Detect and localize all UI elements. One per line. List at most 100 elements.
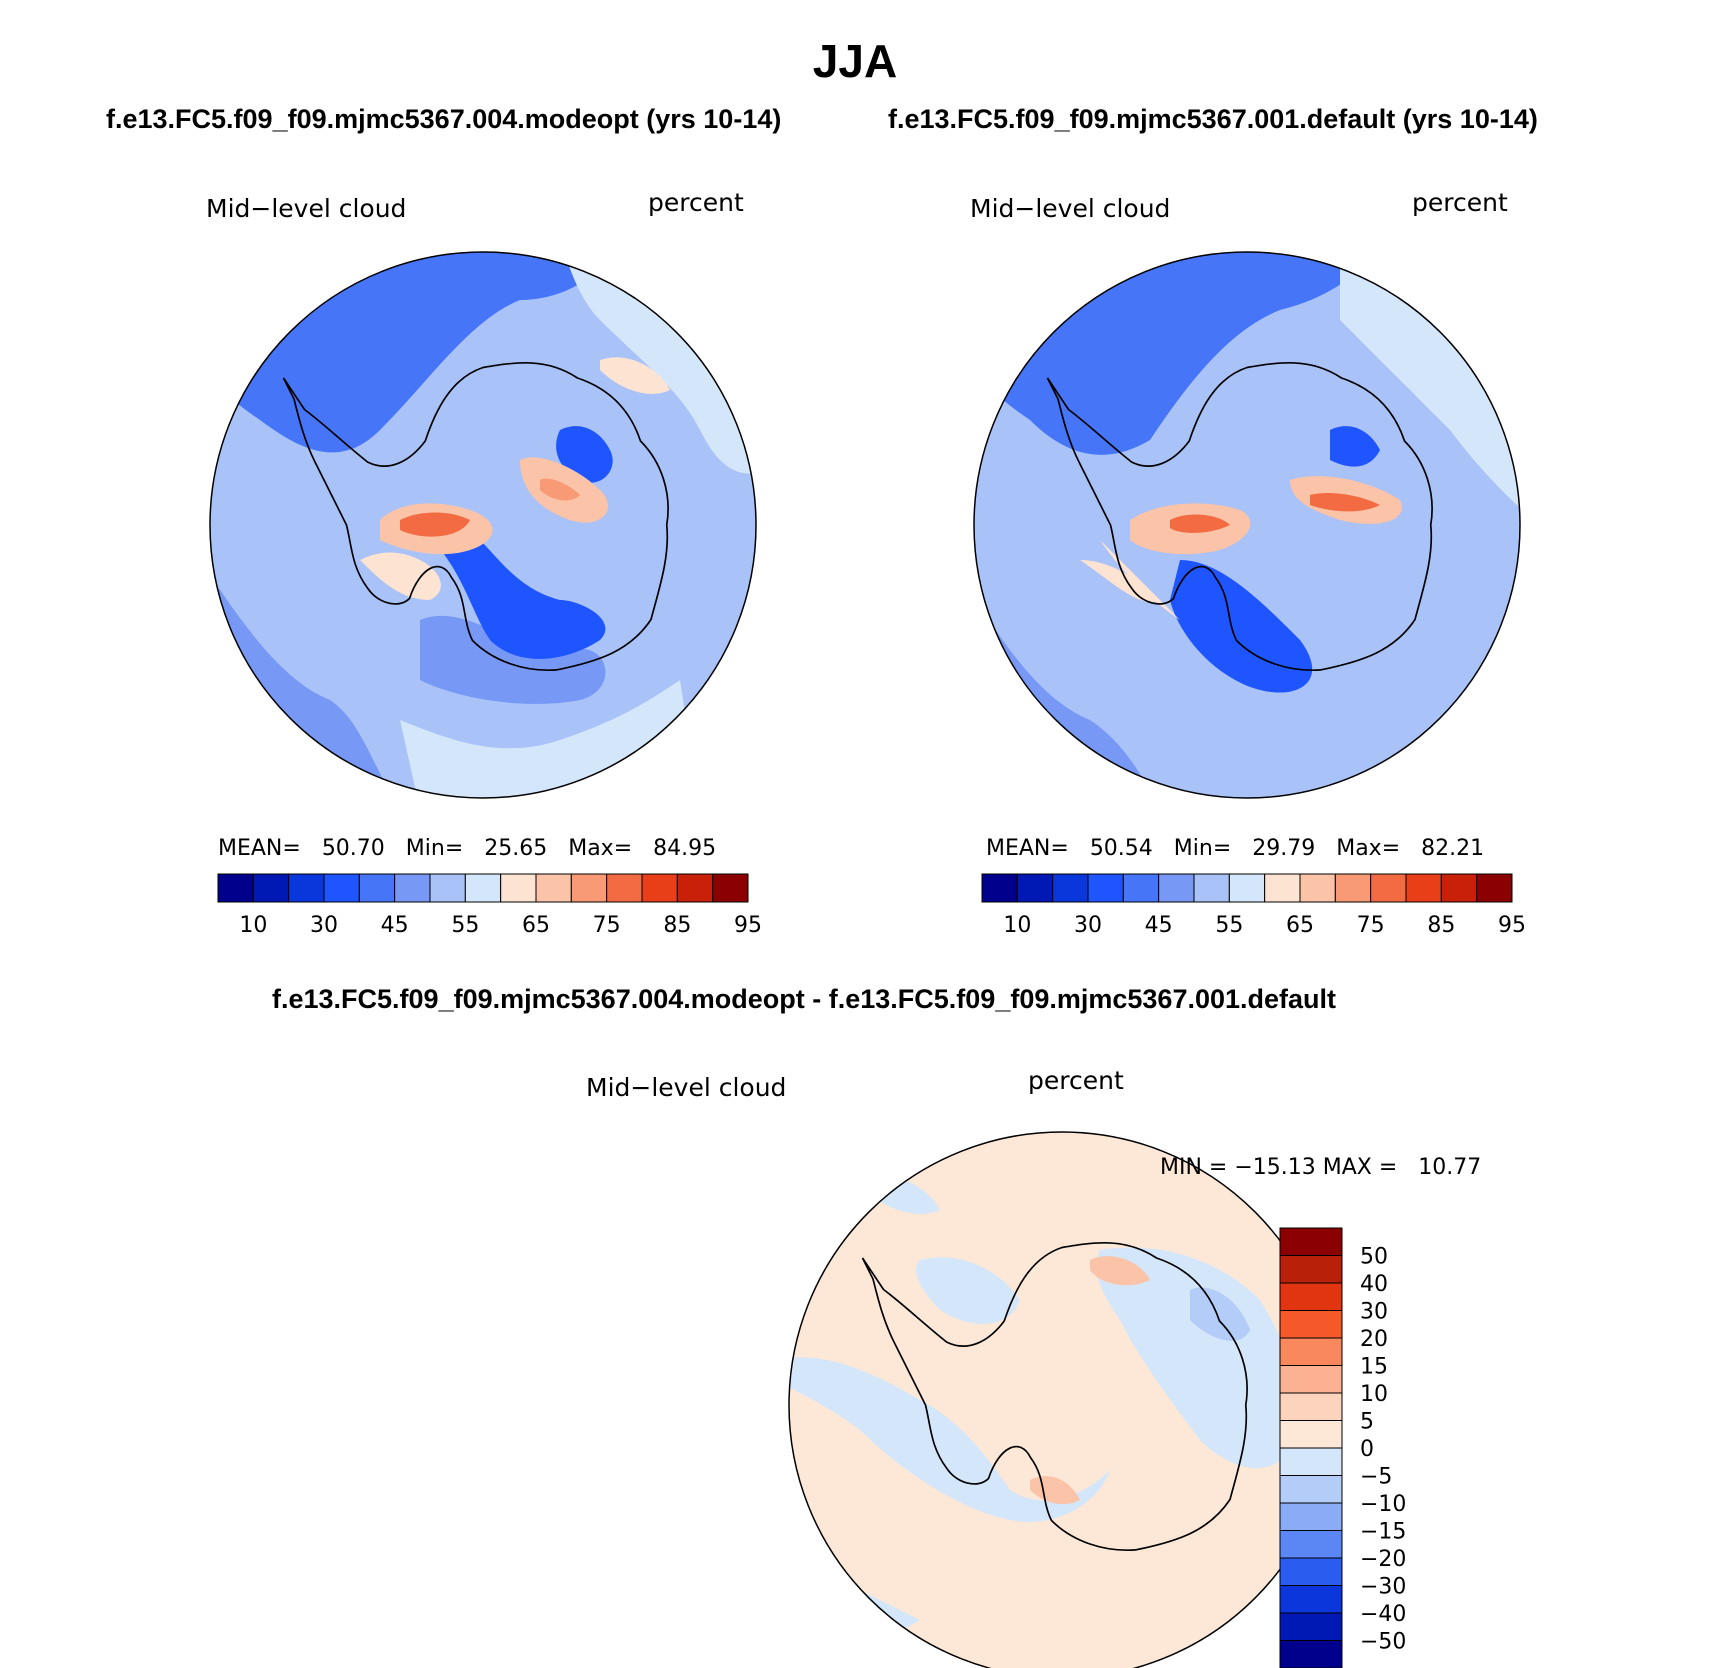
colorbar-swatch-modeopt: [430, 874, 465, 902]
mean-label: MEAN=: [218, 836, 301, 861]
colorbar-swatch-modeopt: [289, 874, 324, 902]
colorbar-swatch-diff: [1280, 1256, 1342, 1284]
colorbar-tick-label: −30: [1360, 1575, 1406, 1600]
colorbar-tick-label: −5: [1360, 1465, 1392, 1490]
colorbar-swatch-modeopt: [324, 874, 359, 902]
colorbar-swatch-modeopt: [713, 874, 748, 902]
colorbar-tick-label: −10: [1360, 1492, 1406, 1517]
diff-title: f.e13.FC5.f09_f09.mjmc5367.004.modeopt -…: [272, 984, 1336, 1015]
colorbar-tick-label: 20: [1360, 1327, 1388, 1352]
colorbar-tick-label: 85: [663, 913, 691, 938]
main-title: JJA: [0, 34, 1710, 88]
colorbar-swatch-diff: [1280, 1476, 1342, 1504]
max-value: 82.21: [1421, 836, 1484, 861]
colorbar-swatch-diff: [1280, 1641, 1342, 1668]
colorbar-tick-label: 55: [451, 913, 479, 938]
colorbar-tick-label: 30: [310, 913, 338, 938]
colorbar-swatch-default: [1123, 874, 1158, 902]
colorbar-tick-label: 0: [1360, 1437, 1374, 1462]
colorbar-swatch-modeopt: [571, 874, 606, 902]
colorbar-swatch-diff: [1280, 1283, 1342, 1311]
colorbar-swatch-default: [1335, 874, 1370, 902]
min-label: Min=: [406, 836, 463, 861]
colorbar-swatch-modeopt: [218, 874, 253, 902]
colorbar-swatch-diff: [1280, 1558, 1342, 1586]
panel-title-default: f.e13.FC5.f09_f09.mjmc5367.001.default (…: [888, 104, 1538, 135]
colorbar-tick-label: 75: [593, 913, 621, 938]
min-value: 29.79: [1252, 836, 1315, 861]
mean-value: 50.54: [1090, 836, 1153, 861]
colorbar-swatch-modeopt: [501, 874, 536, 902]
colorbar-swatch-diff: [1280, 1338, 1342, 1366]
colorbar-tick-label: −40: [1360, 1602, 1406, 1627]
colorbar-swatch-diff: [1280, 1613, 1342, 1641]
panel-title-modeopt: f.e13.FC5.f09_f09.mjmc5367.004.modeopt (…: [106, 104, 781, 135]
colorbar-tick-label: 10: [1003, 913, 1031, 938]
colorbar-swatch-diff: [1280, 1448, 1342, 1476]
colorbar-tick-label: 30: [1074, 913, 1102, 938]
colorbar-tick-label: −50: [1360, 1630, 1406, 1655]
mean-value: 50.70: [322, 836, 385, 861]
colorbar-tick-label: 40: [1360, 1272, 1388, 1297]
colorbar-swatch-modeopt: [465, 874, 500, 902]
units-label-default: percent: [1412, 188, 1508, 217]
colorbar-swatch-modeopt: [677, 874, 712, 902]
colorbar-swatch-default: [1477, 874, 1512, 902]
colorbar-tick-label: 65: [1286, 913, 1314, 938]
colorbar-swatch-modeopt: [253, 874, 288, 902]
colorbar-swatch-default: [1300, 874, 1335, 902]
units-label-diff: percent: [1028, 1066, 1124, 1095]
colorbar-swatch-diff: [1280, 1228, 1342, 1256]
colorbar-tick-label: 75: [1357, 913, 1385, 938]
colorbar-tick-label: 10: [239, 913, 267, 938]
colorbar-swatch-default: [1017, 874, 1052, 902]
colorbar-tick-label: 95: [1498, 913, 1526, 938]
colorbar-swatch-default: [982, 874, 1017, 902]
colorbar-swatch-diff: [1280, 1366, 1342, 1394]
colorbar-swatch-default: [1371, 874, 1406, 902]
colorbar-swatch-default: [1088, 874, 1123, 902]
colorbar-swatch-diff: [1280, 1311, 1342, 1339]
colorbar-swatch-default: [1441, 874, 1476, 902]
colorbar-swatch-diff: [1280, 1586, 1342, 1614]
variable-label-modeopt: Mid−level cloud: [206, 194, 406, 223]
colorbar-tick-label: 55: [1215, 913, 1243, 938]
variable-label-default: Mid−level cloud: [970, 194, 1170, 223]
colorbar-swatch-default: [1159, 874, 1194, 902]
colorbar-tick-label: 30: [1360, 1300, 1388, 1325]
colorbar-tick-label: 15: [1360, 1355, 1388, 1380]
colorbar-swatch-default: [1053, 874, 1088, 902]
mean-label: MEAN=: [986, 836, 1069, 861]
max-label: Max=: [568, 836, 632, 861]
colorbar-tick-label: 10: [1360, 1382, 1388, 1407]
colorbar-swatch-modeopt: [395, 874, 430, 902]
colorbar-swatch-modeopt: [359, 874, 394, 902]
diff-minmax: MIN = −15.13 MAX = 10.77: [1160, 1155, 1481, 1180]
colorbar-tick-label: −20: [1360, 1547, 1406, 1572]
min-value: 25.65: [484, 836, 547, 861]
colorbar-tick-label: −15: [1360, 1520, 1406, 1545]
colorbar-tick-label: 65: [522, 913, 550, 938]
colorbar-tick-label: 45: [381, 913, 409, 938]
colorbar-swatch-modeopt: [607, 874, 642, 902]
min-label: Min=: [1174, 836, 1231, 861]
max-label: Max=: [1336, 836, 1400, 861]
colorbar-swatch-default: [1406, 874, 1441, 902]
colorbar-tick-label: 5: [1360, 1410, 1374, 1435]
colorbar-tick-label: 95: [734, 913, 762, 938]
colorbar-swatch-default: [1265, 874, 1300, 902]
stats-default: MEAN= 50.54 Min= 29.79 Max= 82.21: [986, 836, 1484, 861]
max-value: 84.95: [653, 836, 716, 861]
colorbar-swatch-default: [1194, 874, 1229, 902]
colorbar-swatch-diff: [1280, 1393, 1342, 1421]
colorbar-tick-label: 85: [1427, 913, 1455, 938]
variable-label-diff: Mid−level cloud: [586, 1073, 786, 1102]
colorbar-swatch-diff: [1280, 1503, 1342, 1531]
units-label-modeopt: percent: [648, 188, 744, 217]
colorbar-swatch-diff: [1280, 1531, 1342, 1559]
colorbar-swatch-default: [1229, 874, 1264, 902]
